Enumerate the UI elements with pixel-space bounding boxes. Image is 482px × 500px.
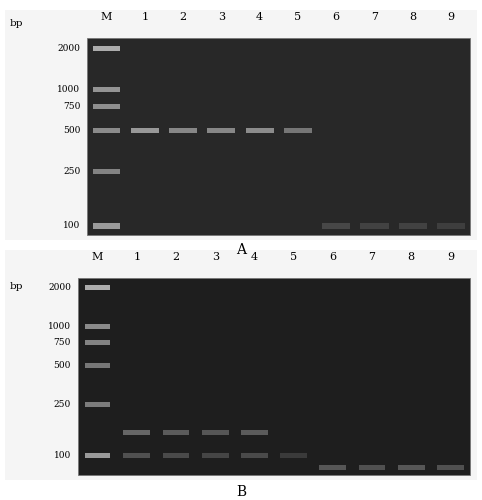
- Bar: [241, 453, 268, 458]
- Bar: [202, 453, 228, 458]
- Bar: [241, 430, 268, 436]
- Bar: [320, 466, 346, 470]
- Text: 750: 750: [54, 338, 71, 347]
- Bar: [93, 104, 120, 110]
- Text: bp: bp: [10, 282, 23, 292]
- Text: 250: 250: [63, 167, 80, 176]
- Bar: [162, 430, 189, 436]
- Bar: [131, 128, 159, 134]
- Text: 5: 5: [290, 252, 297, 262]
- Text: 9: 9: [447, 12, 455, 22]
- Bar: [88, 38, 470, 235]
- Text: 3: 3: [218, 12, 225, 22]
- Text: 3: 3: [212, 252, 219, 262]
- Text: 6: 6: [333, 12, 340, 22]
- Bar: [284, 128, 312, 134]
- Text: A: A: [236, 242, 246, 256]
- Text: 2: 2: [180, 12, 187, 22]
- Text: 7: 7: [371, 12, 378, 22]
- Bar: [85, 324, 110, 329]
- Bar: [93, 46, 120, 52]
- Text: 100: 100: [54, 451, 71, 460]
- Text: 2000: 2000: [48, 284, 71, 292]
- Bar: [85, 286, 110, 290]
- Bar: [85, 453, 110, 458]
- Bar: [123, 430, 150, 436]
- Text: bp: bp: [10, 20, 23, 28]
- Text: 1000: 1000: [48, 322, 71, 331]
- Text: 6: 6: [329, 252, 336, 262]
- Bar: [359, 466, 386, 470]
- Bar: [93, 168, 120, 174]
- Text: 5: 5: [295, 12, 301, 22]
- Text: 1: 1: [134, 252, 140, 262]
- Text: 1: 1: [141, 12, 148, 22]
- Text: 1000: 1000: [57, 85, 80, 94]
- Bar: [322, 223, 350, 228]
- Text: 9: 9: [447, 252, 454, 262]
- Text: 2: 2: [173, 252, 180, 262]
- Text: 8: 8: [408, 252, 415, 262]
- Text: M: M: [92, 252, 103, 262]
- Bar: [207, 128, 236, 134]
- Bar: [93, 223, 120, 228]
- Text: 2000: 2000: [57, 44, 80, 53]
- Text: 8: 8: [409, 12, 416, 22]
- Bar: [281, 453, 307, 458]
- Bar: [361, 223, 388, 228]
- Bar: [169, 128, 197, 134]
- Text: 7: 7: [369, 252, 375, 262]
- Bar: [93, 86, 120, 92]
- Bar: [437, 466, 464, 470]
- Text: 750: 750: [63, 102, 80, 111]
- Bar: [202, 430, 228, 436]
- Bar: [93, 128, 120, 134]
- Bar: [85, 402, 110, 406]
- Text: M: M: [101, 12, 112, 22]
- Text: 4: 4: [251, 252, 258, 262]
- Text: 500: 500: [54, 361, 71, 370]
- Text: 100: 100: [63, 222, 80, 230]
- Bar: [162, 453, 189, 458]
- Bar: [123, 453, 150, 458]
- Bar: [85, 363, 110, 368]
- Bar: [246, 128, 274, 134]
- Bar: [398, 466, 425, 470]
- Text: B: B: [236, 485, 246, 499]
- Text: 4: 4: [256, 12, 263, 22]
- Bar: [78, 278, 470, 475]
- Text: 250: 250: [54, 400, 71, 408]
- Text: 500: 500: [63, 126, 80, 135]
- Bar: [437, 223, 465, 228]
- Bar: [85, 340, 110, 345]
- Bar: [399, 223, 427, 228]
